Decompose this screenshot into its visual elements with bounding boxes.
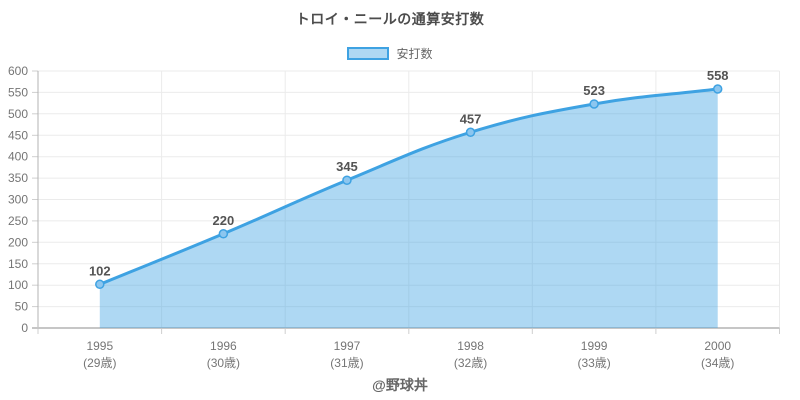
data-point[interactable] bbox=[589, 99, 599, 109]
y-tick-label: 50 bbox=[15, 300, 29, 314]
data-point-label: 457 bbox=[460, 111, 482, 126]
data-point-label: 345 bbox=[336, 159, 358, 174]
y-tick-label: 550 bbox=[8, 85, 28, 99]
y-tick-label: 500 bbox=[8, 107, 28, 121]
x-tick-label: 2000 bbox=[704, 339, 731, 353]
data-point[interactable] bbox=[342, 175, 352, 185]
x-tick-sublabel: (34歳) bbox=[701, 356, 734, 370]
y-tick-label: 300 bbox=[8, 193, 28, 207]
x-tick-sublabel: (32歳) bbox=[454, 356, 487, 370]
legend-swatch bbox=[347, 46, 390, 60]
x-tick-label: 1996 bbox=[210, 339, 237, 353]
data-point-label: 220 bbox=[213, 213, 235, 228]
watermark-credit: @野球丼 bbox=[372, 377, 428, 393]
x-tick-sublabel: (31歳) bbox=[330, 356, 363, 370]
y-tick-label: 600 bbox=[8, 64, 28, 78]
x-tick-sublabel: (29歳) bbox=[83, 356, 116, 370]
x-tick-sublabel: (33歳) bbox=[577, 356, 610, 370]
y-tick-label: 200 bbox=[8, 235, 28, 249]
data-point[interactable] bbox=[218, 229, 229, 239]
legend-label: 安打数 bbox=[396, 46, 433, 61]
x-tick-label: 1995 bbox=[86, 339, 113, 353]
x-tick-label: 1998 bbox=[457, 339, 484, 353]
data-point-label: 102 bbox=[89, 263, 111, 278]
y-tick-label: 250 bbox=[8, 214, 28, 228]
y-tick-label: 350 bbox=[8, 171, 28, 185]
legend-item[interactable]: 安打数 bbox=[0, 45, 780, 61]
data-point[interactable] bbox=[465, 127, 476, 137]
data-point-label: 558 bbox=[707, 68, 729, 83]
y-tick-label: 450 bbox=[8, 128, 28, 142]
y-tick-label: 150 bbox=[8, 257, 28, 271]
trend-line bbox=[98, 87, 720, 286]
y-tick-label: 100 bbox=[8, 278, 28, 292]
x-tick-label: 1997 bbox=[334, 339, 361, 353]
y-tick-label: 400 bbox=[8, 150, 28, 164]
chart-title: トロイ・ニールの通算安打数 bbox=[295, 11, 485, 27]
x-tick-label: 1999 bbox=[581, 339, 608, 353]
x-tick-sublabel: (30歳) bbox=[207, 356, 240, 370]
y-tick-label: 0 bbox=[21, 321, 28, 335]
data-point[interactable] bbox=[712, 84, 723, 94]
data-point[interactable] bbox=[95, 279, 105, 290]
data-point-label: 523 bbox=[583, 83, 605, 98]
area-fill bbox=[99, 88, 718, 329]
